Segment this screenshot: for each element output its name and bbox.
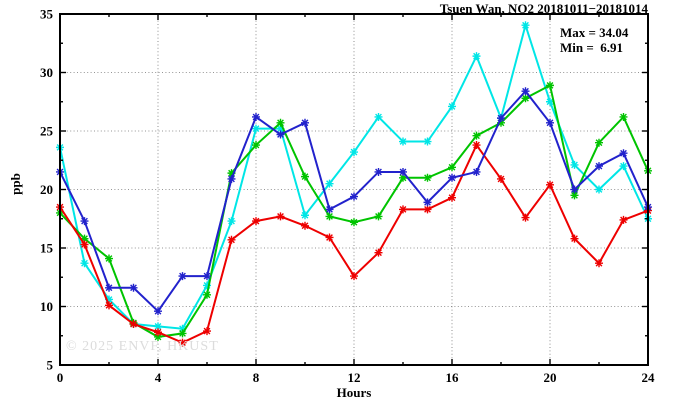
grid-lines xyxy=(60,14,648,365)
y-tick-label: 15 xyxy=(40,241,54,256)
stats-box: Max = 34.04 Min = 6.91 xyxy=(560,25,628,55)
series-red xyxy=(56,141,652,347)
y-tick-label: 35 xyxy=(40,7,54,22)
series-red-markers xyxy=(56,141,652,347)
x-tick-label: 20 xyxy=(544,370,557,385)
x-axis-label: Hours xyxy=(336,385,372,400)
tick-labels: 0 4 8 12 16 20 24 5 10 15 20 25 30 35 xyxy=(40,7,655,386)
x-tick-label: 8 xyxy=(253,370,260,385)
y-tick-label: 25 xyxy=(40,124,54,139)
y-tick-label: 30 xyxy=(40,65,53,80)
x-tick-label: 24 xyxy=(642,370,656,385)
y-axis-label: ppb xyxy=(8,173,23,195)
chart-title: Tsuen Wan, NO2 20181011−20181014 xyxy=(439,1,648,16)
y-tick-label: 20 xyxy=(40,182,53,197)
axis-border xyxy=(59,13,649,366)
min-value-label: Min = 6.91 xyxy=(560,40,624,55)
x-tick-label: 16 xyxy=(446,370,460,385)
axis-ticks xyxy=(59,13,649,366)
max-value-label: Max = 34.04 xyxy=(560,25,629,40)
y-tick-label: 5 xyxy=(47,358,54,373)
watermark: © 2025 ENVF, HKUST xyxy=(66,339,219,354)
x-tick-label: 12 xyxy=(348,370,361,385)
y-tick-label: 10 xyxy=(40,299,53,314)
x-tick-label: 0 xyxy=(57,370,64,385)
x-tick-label: 4 xyxy=(155,370,162,385)
